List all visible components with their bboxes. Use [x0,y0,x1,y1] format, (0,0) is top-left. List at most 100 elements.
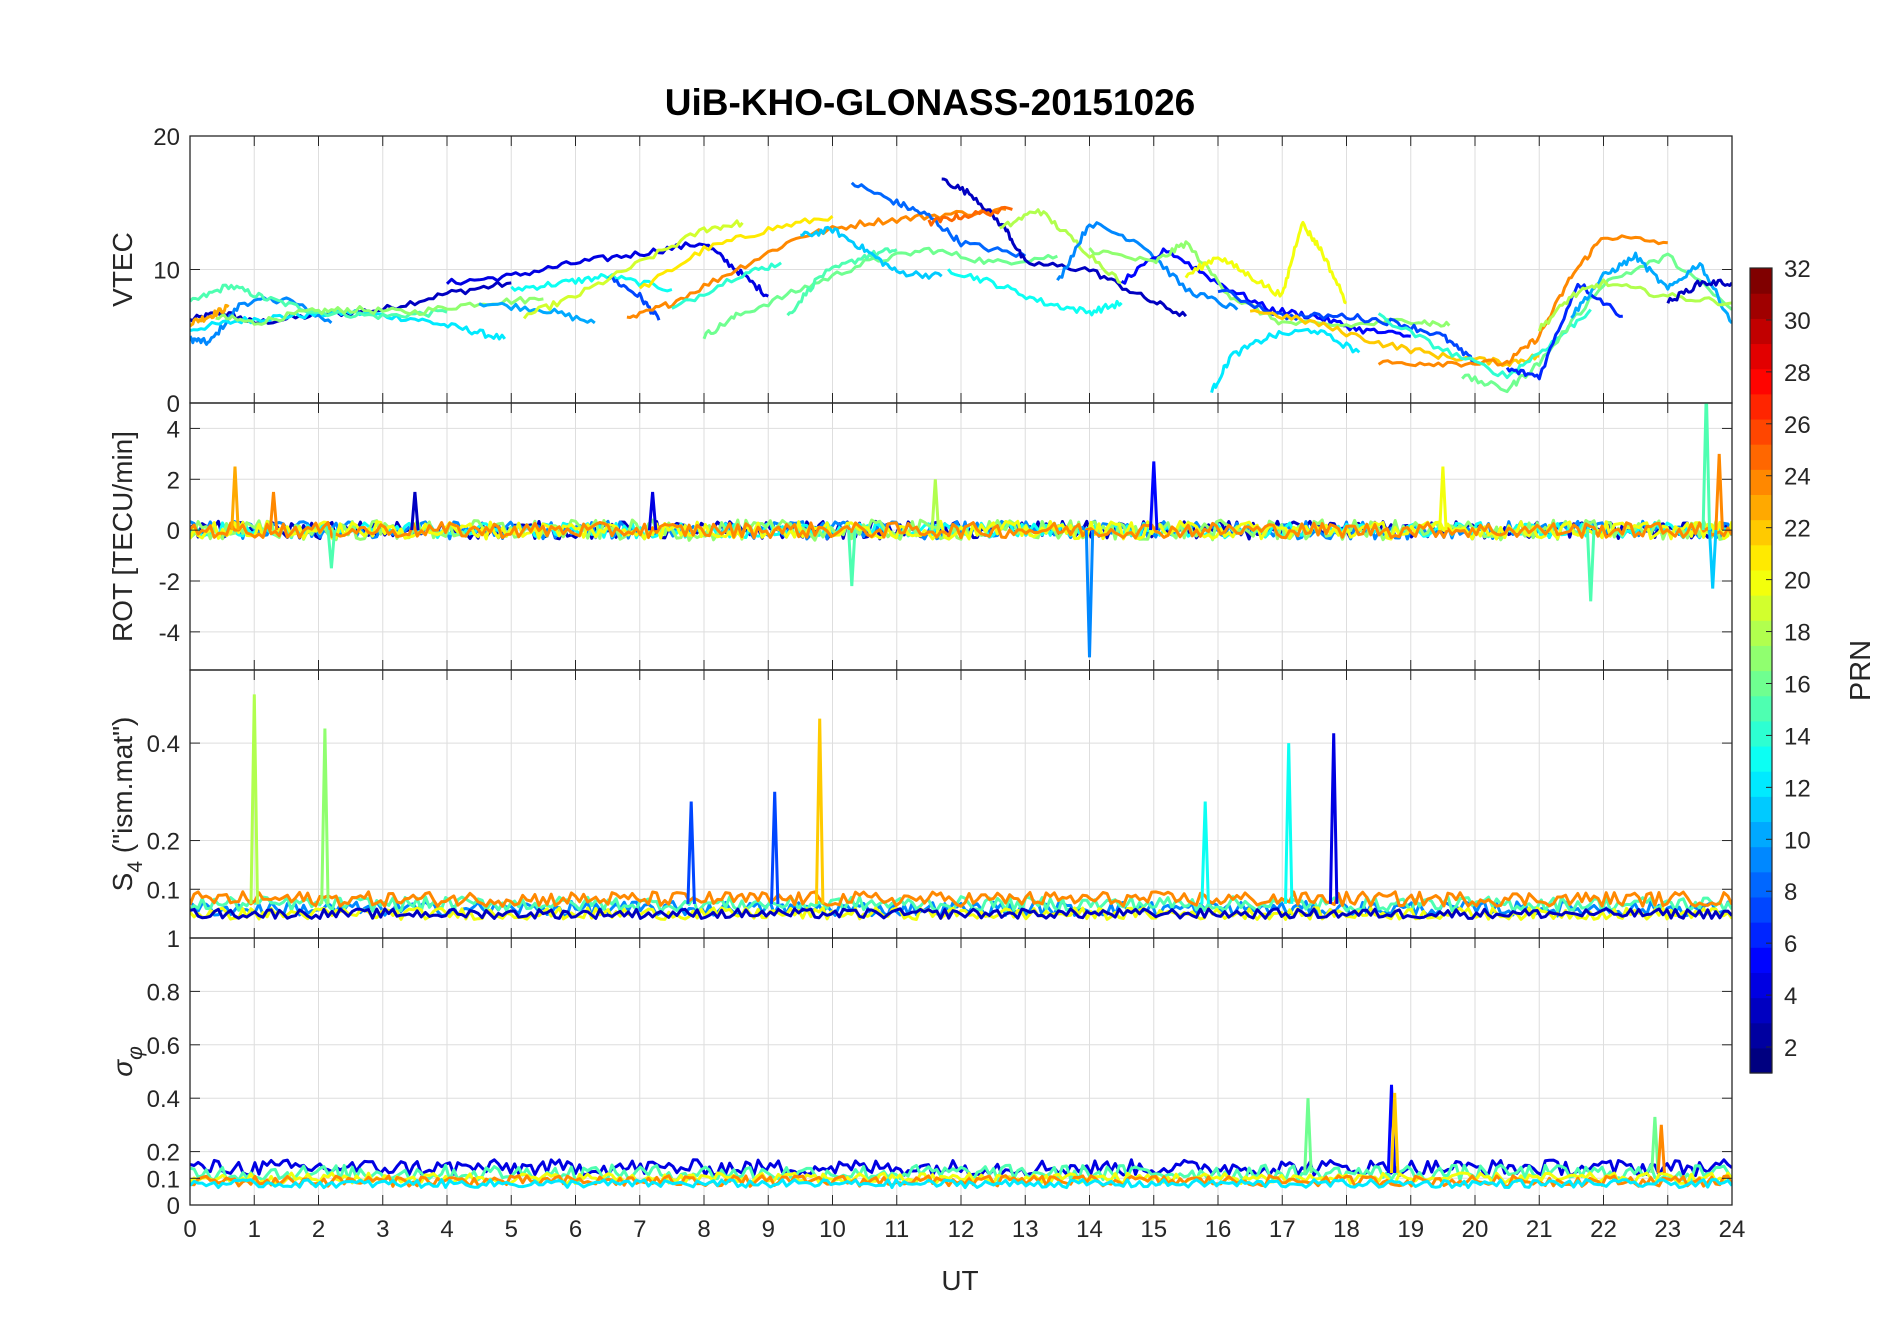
series-group-vtec [190,177,1732,394]
colorbar-segment [1750,771,1772,797]
y-tick-label-rot: -2 [159,569,180,596]
colorbar-segment [1750,670,1772,697]
y-tick-label-rot: -4 [159,620,180,647]
chart-title: UiB-KHO-GLONASS-20151026 [665,82,1195,123]
y-tick-label-vtec: 10 [153,258,180,285]
y-tick-label-sigma_phi: 0.2 [147,1140,180,1167]
colorbar-segment [1750,871,1772,898]
spike-prn-16 [1303,1098,1313,1174]
series-line-prn-24 [1377,234,1668,368]
colorbar-tick-label: 10 [1784,827,1811,854]
colorbar-segment [1750,569,1772,596]
spike-prn-7 [686,801,696,904]
series-line-prn-15 [786,247,898,317]
colorbar-segment [1750,519,1772,546]
series-group-rot [190,403,1732,658]
colorbar-segment [1750,947,1772,973]
series-line-prn-21 [638,214,834,290]
y-tick-label-s4: 0.4 [147,731,180,758]
colorbar-segment [1750,745,1772,772]
series-line-prn-9 [1056,221,1239,311]
x-tick-label: 20 [1462,1216,1489,1243]
series-line-prn-9 [190,296,333,346]
colorbar-segment [1750,720,1772,747]
series-line-prn-22 [1249,309,1540,368]
series-line-prn-16 [702,246,1058,340]
y-tick-label-sigma_phi: 1 [167,926,180,953]
colorbar-segment [1750,544,1772,571]
x-tick-label: 4 [440,1216,453,1243]
y-tick-label-sigma_phi: 0.4 [147,1086,180,1113]
x-tick-label: 3 [376,1216,389,1243]
spike-prn-15 [847,530,857,587]
spike-prn-15 [326,529,337,569]
series-line-prn-15 [190,283,448,320]
x-tick-label: 15 [1140,1216,1167,1243]
colorbar-segment [1750,444,1772,470]
x-tick-label: 1 [248,1216,261,1243]
colorbar-segment [1750,393,1772,420]
colorbar-segment [1750,821,1772,848]
series-line-prn-3 [1666,278,1732,304]
colorbar-segment [1750,418,1772,445]
colorbar-tick-label: 18 [1784,620,1811,647]
x-axis-label: UT [941,1265,978,1296]
series-line-prn-3 [941,177,1188,318]
y-axis-label-s4: S4 ("ism.mat") [107,717,147,892]
series-line-prn-23 [190,303,230,328]
y-tick-label-rot: 4 [167,416,180,443]
spike-prn-13 [1200,801,1210,904]
colorbar-tick-label: 2 [1784,1035,1797,1062]
y-axis-label-vtec: VTEC [107,232,138,307]
colorbar-segment [1750,695,1772,722]
spike-prn-3 [410,491,420,531]
series-line-prn-24 [190,890,1732,908]
x-tick-label: 14 [1076,1216,1103,1243]
series-line-prn-3 [190,907,1732,920]
spike-prn-24 [268,491,279,531]
series-line-prn-12 [1210,327,1361,393]
x-tick-label: 18 [1333,1216,1360,1243]
x-tick-label: 9 [762,1216,775,1243]
colorbar-frame [1749,267,1773,1074]
spike-prn-11 [1708,530,1718,589]
colorbar-tick-label: 12 [1784,775,1811,802]
series-line-prn-10 [478,301,596,325]
colorbar-tick-label: 20 [1784,568,1811,595]
panel-rot: -4 -2 0 2 4 ROT [TECU/min] [107,402,1733,671]
colorbar-tick-label: 8 [1784,879,1797,906]
series-line-prn-20 [1184,220,1347,305]
series-line-prn-18 [999,208,1123,285]
spike-prn-4 [647,491,658,531]
tick-marks-rot [189,403,1733,670]
colorbar-segment [1750,368,1772,395]
x-tick-label: 21 [1526,1216,1553,1243]
series-line-prn-8 [850,181,1027,258]
colorbar-tick-label: 28 [1784,360,1811,387]
x-tick-label: 24 [1719,1216,1746,1243]
spike-prn-23 [230,466,240,531]
colorbar-segment [1750,972,1772,999]
colorbar-segment [1750,796,1772,823]
spike-prn-4 [1328,733,1339,904]
series-line-prn-16 [1461,252,1732,394]
y-tick-label-s4: 0.1 [147,877,180,904]
colorbar-segment [1750,595,1772,621]
spike-prn-22 [1390,1092,1400,1174]
x-tick-label: 23 [1654,1216,1681,1243]
x-tick-label: 17 [1269,1216,1296,1243]
y-tick-label-sigma_phi: 0.8 [147,979,180,1006]
series-group-s4 [190,694,1732,921]
colorbar-segment [1750,268,1772,294]
series-line-prn-13 [947,268,1123,317]
x-tick-label: 2 [312,1216,325,1243]
x-tick-label: 12 [948,1216,975,1243]
colorbar-segment [1750,1047,1772,1074]
spike-prn-16 [1650,1116,1660,1174]
colorbar-tick-label: 24 [1784,464,1811,491]
series-line-prn-24 [190,521,1732,540]
axes-frame-sigma_phi [189,937,1733,1206]
